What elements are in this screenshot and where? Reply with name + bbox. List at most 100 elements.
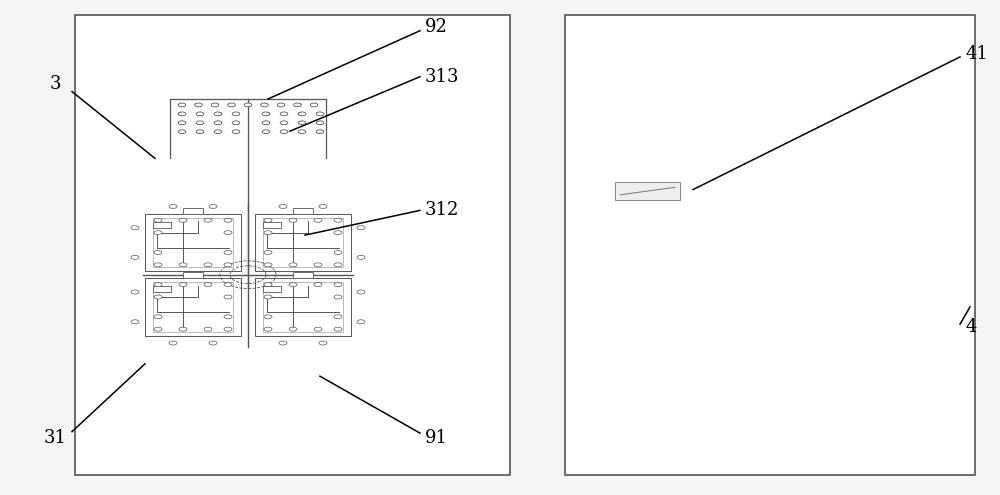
Circle shape: [204, 283, 212, 287]
Circle shape: [232, 121, 240, 125]
Circle shape: [334, 231, 342, 235]
Circle shape: [179, 263, 187, 267]
Circle shape: [179, 218, 187, 222]
Text: 313: 313: [425, 68, 460, 86]
Circle shape: [264, 315, 272, 319]
Circle shape: [224, 295, 232, 299]
Circle shape: [232, 130, 240, 134]
Circle shape: [334, 327, 342, 331]
Bar: [293, 208, 313, 214]
Bar: [263, 222, 281, 228]
Circle shape: [131, 290, 139, 294]
Circle shape: [316, 112, 324, 116]
Circle shape: [131, 255, 139, 259]
Circle shape: [178, 130, 186, 134]
Circle shape: [169, 204, 177, 208]
Circle shape: [154, 263, 162, 267]
Bar: [75, 15, 510, 475]
Circle shape: [289, 327, 297, 331]
Circle shape: [289, 263, 297, 267]
Bar: [565, 15, 975, 475]
Circle shape: [154, 231, 162, 235]
Circle shape: [224, 231, 232, 235]
Circle shape: [154, 295, 162, 299]
Circle shape: [334, 250, 342, 254]
Text: 92: 92: [425, 18, 448, 36]
Circle shape: [228, 103, 235, 107]
Text: 3: 3: [49, 75, 61, 93]
Circle shape: [262, 130, 270, 134]
Bar: [183, 272, 203, 278]
Circle shape: [178, 103, 186, 107]
Bar: [615, 182, 680, 200]
Circle shape: [211, 103, 219, 107]
Circle shape: [334, 218, 342, 222]
Circle shape: [204, 263, 212, 267]
Circle shape: [314, 218, 322, 222]
Circle shape: [131, 226, 139, 230]
Circle shape: [294, 103, 301, 107]
Circle shape: [334, 283, 342, 287]
Circle shape: [195, 103, 202, 107]
Circle shape: [310, 103, 318, 107]
Circle shape: [178, 112, 186, 116]
Circle shape: [280, 130, 288, 134]
Circle shape: [316, 121, 324, 125]
Circle shape: [334, 295, 342, 299]
Circle shape: [357, 255, 365, 259]
Circle shape: [224, 315, 232, 319]
Circle shape: [357, 226, 365, 230]
Circle shape: [154, 218, 162, 222]
Text: 4: 4: [965, 318, 976, 336]
Text: 312: 312: [425, 201, 459, 219]
Circle shape: [262, 112, 270, 116]
Circle shape: [261, 103, 268, 107]
Circle shape: [209, 204, 217, 208]
Circle shape: [224, 283, 232, 287]
Circle shape: [196, 121, 204, 125]
Circle shape: [196, 130, 204, 134]
Circle shape: [214, 130, 222, 134]
Circle shape: [357, 320, 365, 324]
Circle shape: [298, 112, 306, 116]
Circle shape: [298, 121, 306, 125]
Circle shape: [334, 263, 342, 267]
Circle shape: [178, 121, 186, 125]
Circle shape: [204, 218, 212, 222]
Circle shape: [314, 327, 322, 331]
Circle shape: [264, 218, 272, 222]
Circle shape: [244, 103, 252, 107]
Circle shape: [264, 263, 272, 267]
Circle shape: [334, 315, 342, 319]
Circle shape: [264, 327, 272, 331]
Circle shape: [314, 283, 322, 287]
Circle shape: [224, 263, 232, 267]
Circle shape: [289, 218, 297, 222]
Circle shape: [204, 327, 212, 331]
Circle shape: [214, 121, 222, 125]
Circle shape: [224, 327, 232, 331]
Circle shape: [154, 327, 162, 331]
Bar: [263, 286, 281, 292]
Circle shape: [314, 263, 322, 267]
Circle shape: [280, 112, 288, 116]
Circle shape: [319, 204, 327, 208]
Circle shape: [209, 341, 217, 345]
Text: 91: 91: [425, 429, 448, 447]
Text: 31: 31: [44, 429, 66, 447]
Circle shape: [264, 231, 272, 235]
Circle shape: [154, 283, 162, 287]
Circle shape: [264, 295, 272, 299]
Circle shape: [224, 250, 232, 254]
Circle shape: [179, 283, 187, 287]
Circle shape: [280, 121, 288, 125]
Circle shape: [316, 130, 324, 134]
Bar: [183, 208, 203, 214]
Circle shape: [196, 112, 204, 116]
Circle shape: [154, 250, 162, 254]
Circle shape: [131, 320, 139, 324]
Circle shape: [224, 218, 232, 222]
Circle shape: [169, 341, 177, 345]
Circle shape: [264, 283, 272, 287]
Circle shape: [357, 290, 365, 294]
